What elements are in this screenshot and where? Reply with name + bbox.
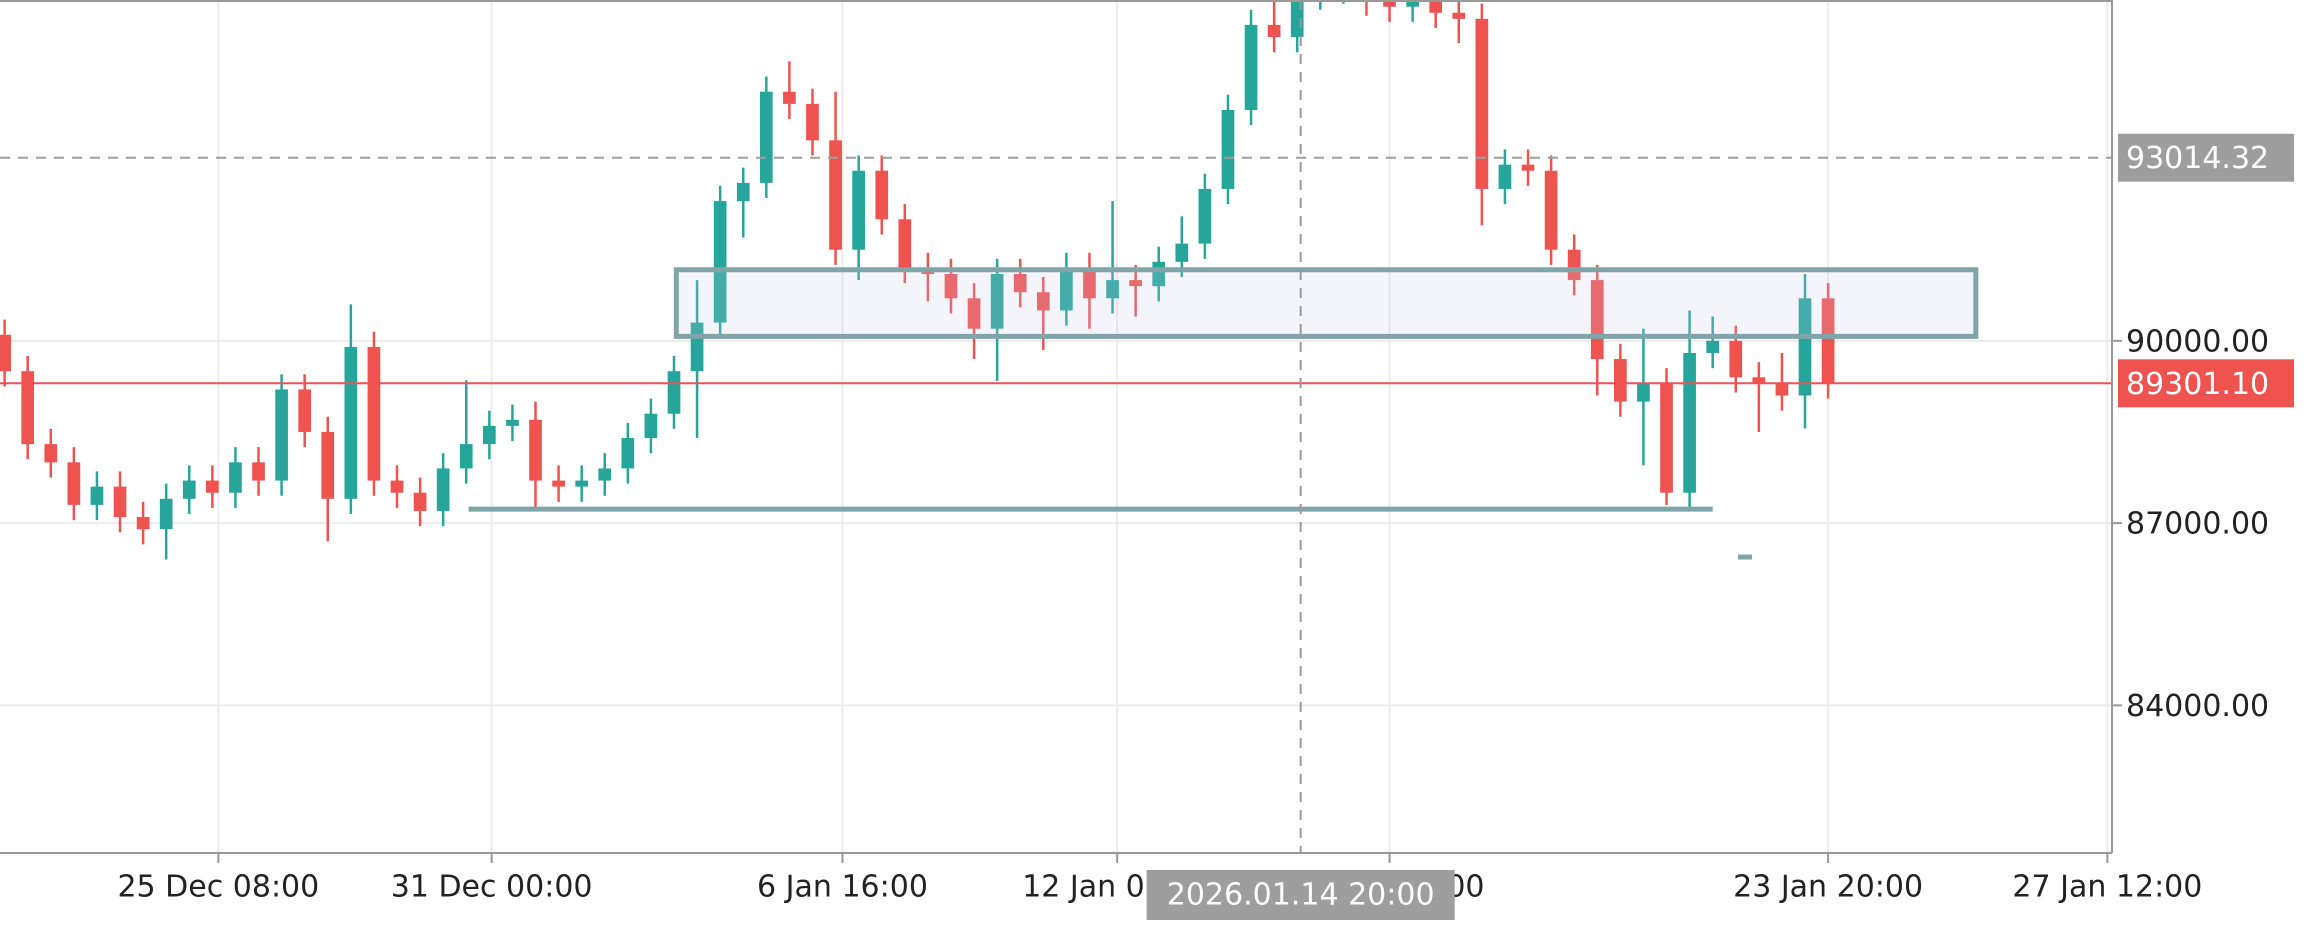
candle-body bbox=[136, 517, 150, 530]
candle-body bbox=[852, 170, 865, 250]
candle-body bbox=[1798, 298, 1812, 396]
candle-body bbox=[667, 371, 681, 414]
candle-body bbox=[944, 274, 958, 299]
x-tick-label: 25 Dec 08:00 bbox=[117, 870, 319, 905]
price-label-box bbox=[2118, 359, 2294, 408]
candle-body bbox=[1198, 188, 1212, 244]
candle-body bbox=[252, 462, 265, 481]
candle-body bbox=[1683, 352, 1696, 493]
candle-body bbox=[1706, 340, 1720, 353]
candle-body bbox=[90, 486, 104, 505]
candle-body bbox=[575, 480, 589, 487]
x-tick-label: 31 Dec 00:00 bbox=[391, 870, 593, 905]
candle-body bbox=[552, 480, 565, 487]
candle-body bbox=[1175, 243, 1189, 262]
candle-body bbox=[1083, 267, 1096, 299]
candle-body bbox=[967, 298, 981, 329]
candle-body bbox=[990, 274, 1004, 329]
candle-body bbox=[206, 480, 219, 493]
candle-body bbox=[159, 498, 173, 530]
candle-body bbox=[482, 425, 496, 445]
candle-body bbox=[1475, 18, 1489, 189]
candle-body bbox=[0, 334, 11, 372]
candle-body bbox=[1821, 298, 1835, 384]
candle-body bbox=[1406, 0, 1419, 7]
candle-body bbox=[1429, 0, 1443, 13]
candle-body bbox=[736, 182, 750, 202]
candle-body bbox=[621, 438, 635, 469]
plot-area bbox=[0, 0, 2112, 560]
candle-body bbox=[529, 419, 542, 481]
candle-body bbox=[1567, 249, 1581, 281]
candle-body bbox=[413, 492, 427, 511]
candle-body bbox=[275, 389, 288, 481]
zone-box bbox=[673, 267, 1979, 339]
candle-body bbox=[1452, 12, 1466, 19]
candle-body bbox=[806, 103, 819, 141]
candle-body bbox=[1060, 267, 1073, 311]
candle-body bbox=[898, 219, 912, 268]
candle-body bbox=[1013, 274, 1027, 293]
candle-body bbox=[1752, 377, 1766, 384]
candle-body bbox=[1614, 359, 1627, 402]
candle-body bbox=[1036, 292, 1050, 311]
price-label-box bbox=[2118, 133, 2294, 182]
candle-body bbox=[229, 462, 242, 493]
y-tick-label: 87000.00 bbox=[2126, 507, 2269, 542]
y-tick-label: 90000.00 bbox=[2126, 324, 2269, 359]
candle-body bbox=[1729, 340, 1743, 378]
candle-body bbox=[1660, 383, 1673, 493]
candle-body bbox=[644, 413, 658, 439]
candle-body bbox=[1637, 383, 1650, 402]
candle-body bbox=[1775, 383, 1789, 396]
candle-body bbox=[67, 462, 81, 505]
price-label: 93014.32 bbox=[2126, 141, 2269, 176]
candle-body bbox=[459, 444, 473, 469]
candle-body bbox=[1383, 0, 1396, 7]
candle-body bbox=[182, 480, 196, 499]
overlay: 93014.32 89301.10 2026.01.14 20:00 bbox=[1146, 0, 2294, 920]
candle-body bbox=[390, 480, 404, 493]
candle-body bbox=[113, 486, 127, 518]
candle-body bbox=[875, 170, 889, 220]
candle-body bbox=[1590, 280, 1604, 360]
candle-body bbox=[1521, 164, 1535, 171]
price-label: 89301.10 bbox=[2126, 367, 2269, 402]
candle-body bbox=[298, 389, 312, 432]
candle-body bbox=[344, 346, 358, 499]
crosshair-label: 2026.01.14 20:00 bbox=[1167, 878, 1435, 913]
candle-body bbox=[1129, 280, 1142, 287]
x-tick-label: 6 Jan 16:00 bbox=[757, 870, 928, 905]
candle-body bbox=[21, 371, 35, 445]
axes: 84000.00 87000.00 90000.00 25 Dec 08:00 31 D… bbox=[117, 324, 2269, 904]
candle-body bbox=[1244, 24, 1258, 110]
candle-body bbox=[1221, 109, 1235, 189]
candle-body bbox=[321, 431, 335, 499]
candle-body bbox=[506, 419, 519, 426]
candle-body bbox=[1106, 280, 1119, 299]
candle-body bbox=[367, 346, 381, 481]
candle-body bbox=[829, 140, 842, 250]
x-tick-label: 23 Jan 20:00 bbox=[1733, 870, 1923, 905]
candle-body bbox=[598, 468, 612, 481]
candle-body bbox=[1498, 164, 1512, 189]
candle-body bbox=[759, 91, 773, 183]
candle-body bbox=[436, 468, 450, 511]
candle-body bbox=[1544, 170, 1558, 250]
x-tick-label: 27 Jan 12:00 bbox=[2012, 870, 2202, 905]
crosshair-label-box bbox=[1146, 870, 1455, 920]
y-tick-label: 84000.00 bbox=[2126, 689, 2269, 724]
candle-body bbox=[713, 201, 727, 323]
candle-body bbox=[783, 91, 796, 104]
candle-body bbox=[44, 444, 58, 463]
candle-body bbox=[1267, 24, 1281, 38]
